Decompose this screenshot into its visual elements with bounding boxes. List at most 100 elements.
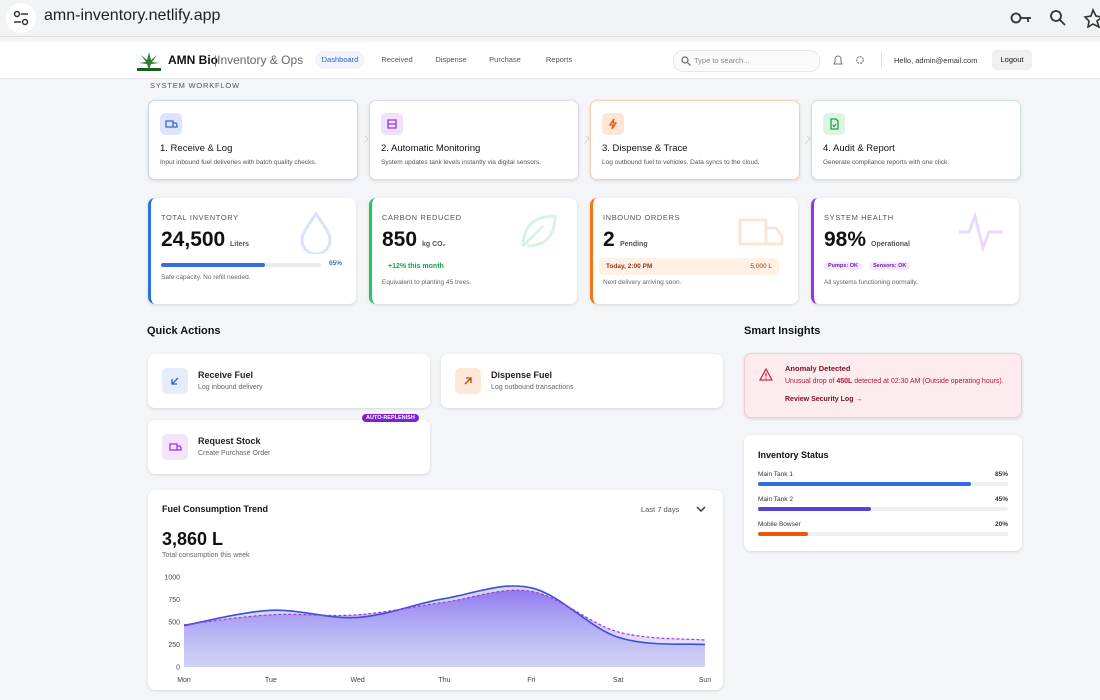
inventory-title: Inventory Status (758, 450, 829, 460)
stat-trend: +12% this month (388, 263, 444, 270)
site-info-button[interactable] (6, 3, 36, 33)
stat-note: Equivalent to planting 45 trees. (382, 279, 472, 286)
status-badge: Sensors: OK (869, 262, 911, 270)
search-icon (681, 56, 691, 66)
nav-tab[interactable]: Purchase (489, 55, 521, 64)
range-select[interactable]: Last 7 days (641, 505, 680, 514)
stat-unit: Operational (871, 241, 910, 248)
tank-track (758, 507, 1008, 511)
browser-icons[interactable] (1010, 8, 1100, 28)
browser-bar: amn-inventory.netlify.app (0, 0, 1100, 37)
site-info-icon (13, 10, 29, 26)
brand[interactable]: AMN Bio (168, 53, 218, 67)
y-tick-label: 750 (168, 597, 180, 604)
search-placeholder: Type to search... (694, 56, 750, 65)
nav-tab[interactable]: Reports (545, 55, 573, 64)
watermark-path (959, 210, 1003, 254)
quick-action-name: Request Stock (198, 436, 261, 446)
watermark-path (300, 211, 332, 254)
icon-path (171, 377, 179, 385)
y-tick-label: 250 (168, 642, 180, 649)
tank-name: Main Tank 2 (758, 496, 793, 503)
icon (162, 434, 188, 460)
logout-button[interactable]: Logout (992, 50, 1032, 70)
nav-tab[interactable]: Dashboard (315, 51, 365, 69)
quick-action[interactable]: Request Stock Create Purchase Order AUTO-R… (148, 414, 430, 474)
workflow-card[interactable]: 2. Automatic Monitoring System updates ta… (369, 100, 579, 180)
x-tick-label: Wed (351, 677, 365, 684)
stat-watermark (300, 211, 332, 254)
workflow-step-title: 4. Audit & Report (823, 143, 895, 154)
workflow-card[interactable]: 4. Audit & Report Generate compliance rep… (811, 100, 1021, 180)
badge: AUTO-REPLENISH (362, 414, 419, 422)
y-tick-label: 1000 (164, 575, 180, 582)
anomaly-alert: Anomaly Detected Unusual drop of 450L de… (744, 353, 1022, 418)
tank-bar (758, 507, 871, 511)
chart-total: 3,860 L (162, 529, 224, 549)
icon-glyph (830, 118, 839, 130)
icon-path (165, 120, 178, 128)
alert-text-before: Unusual drop of (785, 378, 837, 385)
workflow-step-desc: Input inbound fuel deliveries with batch… (160, 159, 317, 166)
quick-action-name: Dispense Fuel (491, 370, 553, 380)
header-icons[interactable] (832, 55, 868, 67)
stat-card: SYSTEM HEALTH 98% Operational Pumps: OK Sens… (811, 198, 1019, 304)
stat-label: CARBON REDUCED (382, 213, 462, 222)
quick-action[interactable]: Receive Fuel Log inbound delivery (148, 354, 430, 408)
stat-unit: Pending (620, 241, 648, 248)
icon-path (608, 118, 618, 130)
quick-actions-title: Quick Actions (147, 325, 221, 337)
inventory-status: Inventory Status Main Tank 1 85% Main Tank… (744, 435, 1022, 551)
stat-note: Safe capacity. No refill needed. (161, 274, 251, 281)
stat-note: All systems functioning normally. (824, 279, 918, 286)
y-tick-label: 500 (168, 620, 180, 627)
area (184, 590, 705, 667)
stat-value: 2 (603, 228, 615, 251)
workflow-step-desc: System updates tank levels instantly via… (381, 159, 542, 166)
watermark-path (521, 214, 557, 248)
area (184, 585, 705, 667)
quick-action-desc: Log inbound delivery (198, 384, 263, 391)
quick-action[interactable]: Dispense Fuel Log outbound transactions (441, 354, 723, 408)
alert-link[interactable]: Review Security Log → (785, 396, 863, 403)
insights-title: Smart Insights (744, 325, 821, 337)
stat-watermark (738, 218, 784, 246)
workflow-card[interactable]: 1. Receive & Log Input inbound fuel deliv… (148, 100, 358, 180)
nav-tab[interactable]: Received (381, 55, 413, 64)
chart-subtitle: Total consumption this week (162, 552, 250, 559)
stat-label: SYSTEM HEALTH (824, 213, 894, 222)
search-box[interactable]: Type to search... (673, 50, 820, 72)
icon (455, 368, 481, 394)
delivery-amount: 5,000 L (750, 263, 772, 270)
range-chevron[interactable] (696, 505, 706, 513)
icon-glyph (608, 118, 618, 130)
workflow-step-desc: Generate compliance reports with one cli… (823, 159, 950, 166)
alert-text-after: detected at 02:30 AM (Outside operating … (852, 378, 1004, 385)
stat-value: 850 (382, 228, 418, 251)
chart-title: Fuel Consumption Trend (162, 504, 268, 514)
delivery-row: Today, 2:00 PM 5,000 L (599, 258, 779, 275)
workflow-step-title: 1. Receive & Log (160, 143, 233, 154)
icon (162, 368, 188, 394)
x-tick-label: Thu (438, 677, 450, 684)
status-badge: Pumps: OK (824, 262, 862, 270)
x-tick-label: Fri (527, 677, 536, 684)
delivery-time: Today, 2:00 PM (606, 263, 653, 270)
icon-glyph (169, 443, 182, 451)
icon (823, 113, 845, 135)
workflow-arrow (581, 135, 590, 144)
tank-label: 45% (994, 496, 1008, 503)
url[interactable]: amn-inventory.netlify.app (44, 7, 221, 24)
icon-path (830, 118, 839, 130)
workflow-arrow (802, 135, 811, 144)
divider (881, 53, 882, 67)
greeting: Hello, admin@email.com (894, 56, 978, 65)
quick-action-desc: Create Purchase Order (198, 450, 271, 457)
workflow-card[interactable]: 3. Dispense & Trace Log outbound fuel to … (590, 100, 800, 180)
stat-note: Next delivery arriving soon. (603, 279, 682, 286)
quick-action-desc: Log outbound transactions (491, 384, 574, 391)
logo (137, 52, 161, 71)
nav-tab[interactable]: Dispense (435, 55, 467, 64)
x-tick-label: Mon (177, 677, 191, 684)
icon-glyph (387, 119, 397, 129)
